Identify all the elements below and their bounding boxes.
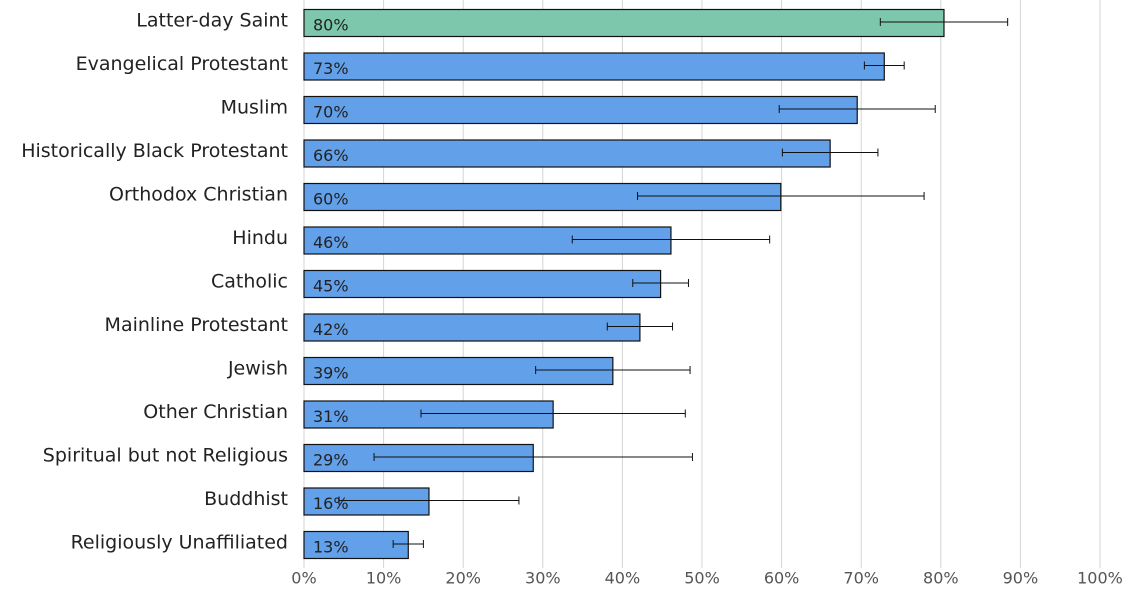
bar (303, 400, 554, 429)
x-tick-label: 10% (366, 569, 402, 588)
x-tick-label: 40% (605, 569, 641, 588)
category-label: Buddhist (204, 488, 288, 510)
value-label: 42% (313, 320, 349, 339)
category-label: Hindu (232, 227, 288, 249)
category-label: Spiritual but not Religious (43, 445, 288, 467)
value-label: 73% (313, 59, 349, 78)
category-label: Jewish (227, 358, 288, 380)
bar (303, 487, 430, 516)
bar (303, 443, 534, 473)
category-label: Historically Black Protestant (21, 140, 288, 162)
x-tick-label: 90% (1003, 569, 1039, 588)
category-label: Muslim (221, 97, 288, 119)
bar (303, 52, 885, 81)
bar (303, 182, 782, 212)
value-label: 60% (313, 190, 349, 209)
x-tick-label: 0% (291, 569, 316, 588)
value-label: 80% (313, 16, 349, 35)
value-label: 66% (313, 146, 349, 165)
category-label: Mainline Protestant (105, 314, 288, 336)
category-label: Catholic (211, 271, 288, 293)
bar (303, 226, 672, 255)
value-label: 46% (313, 233, 349, 252)
x-tick-label: 100% (1077, 569, 1123, 588)
bar (303, 139, 831, 168)
x-tick-label: 20% (445, 569, 481, 588)
value-label: 70% (313, 103, 349, 122)
value-label: 29% (313, 451, 349, 470)
value-label: 39% (313, 364, 349, 383)
bar (303, 530, 409, 560)
x-tick-label: 50% (684, 569, 720, 588)
category-label: Other Christian (143, 401, 288, 423)
value-label: 13% (313, 538, 349, 557)
category-label: Religiously Unaffiliated (71, 532, 288, 554)
x-tick-label: 30% (525, 569, 561, 588)
x-tick-label: 60% (764, 569, 800, 588)
value-label: 45% (313, 277, 349, 296)
category-label: Latter-day Saint (136, 10, 288, 32)
x-tick-label: 80% (923, 569, 959, 588)
x-tick-label: 70% (843, 569, 879, 588)
value-label: 16% (313, 494, 349, 513)
bar (303, 356, 614, 386)
bar (303, 269, 662, 299)
bar (303, 313, 641, 342)
category-label: Orthodox Christian (109, 184, 288, 206)
value-label: 31% (313, 407, 349, 426)
bar (303, 8, 945, 38)
category-label: Evangelical Protestant (76, 53, 288, 75)
bar (303, 95, 858, 125)
